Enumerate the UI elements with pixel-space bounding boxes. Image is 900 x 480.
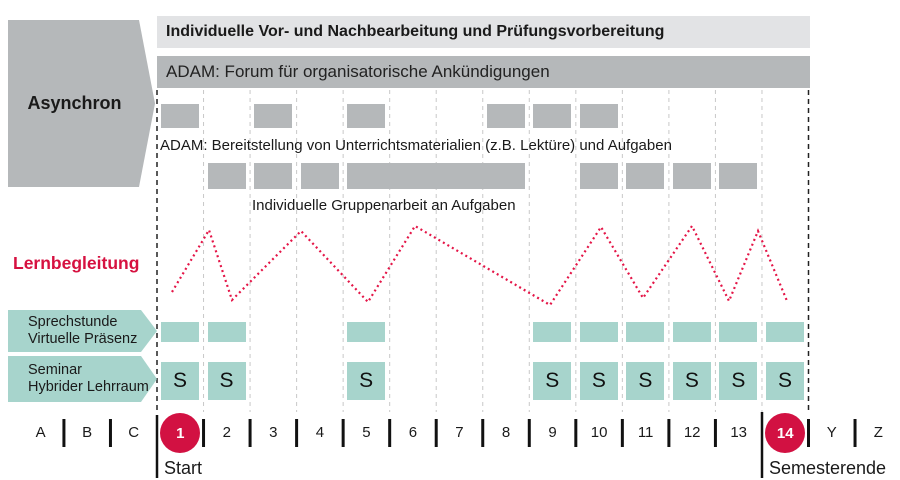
seminar-block-week-13: S <box>719 362 758 400</box>
axis-label-week-9: 9 <box>548 424 557 441</box>
lernbegleitung-label: Lernbegleitung <box>13 253 140 273</box>
sprechstunde-block-week-1 <box>161 322 200 342</box>
materials-block-week-11 <box>626 163 665 189</box>
axis-label-week-11: 11 <box>637 424 654 441</box>
sprechstunde-block-week-12 <box>672 322 711 342</box>
seminar-block-letter: S <box>219 369 234 392</box>
axis-label-post-Z: Z <box>873 424 883 441</box>
seminar-block-week-12: S <box>672 362 711 400</box>
seminar-block-letter: S <box>591 369 606 392</box>
forum-block-week-9 <box>533 104 572 128</box>
forum-block-week-1 <box>161 104 200 128</box>
axis-label-week-6: 6 <box>408 424 418 441</box>
axis-label-post-Y: Y <box>826 424 837 441</box>
sprechstunde-label-line1: Sprechstunde <box>28 314 118 330</box>
start-label: Start <box>164 458 203 478</box>
seminar-label-line2: Hybrider Lehrraum <box>28 379 149 395</box>
seminar-block-letter: S <box>173 369 188 392</box>
axis-label-week-2: 2 <box>222 424 231 441</box>
seminar-block-letter: S <box>731 369 746 392</box>
seminar-label-arrow: Seminar Hybrider Lehrraum <box>8 356 157 402</box>
materials-block-week-12 <box>672 163 711 189</box>
asynchron-arrow-shape: Asynchron <box>8 20 155 187</box>
sprechstunde-block-week-2 <box>207 322 246 342</box>
materials-block-week-5-to-8 <box>347 163 525 189</box>
axis-label-week-5: 5 <box>362 424 371 441</box>
seminar-block-week-14: S <box>765 362 804 400</box>
axis-label-week-10: 10 <box>590 424 608 441</box>
seminar-block-week-2: S <box>207 362 246 400</box>
banner-adam-forum-text: ADAM: Forum für organisatorische Ankündi… <box>166 62 550 81</box>
groupwork-annotation: Individuelle Gruppenarbeit an Aufgaben <box>252 197 516 214</box>
asynchron-label: Asynchron <box>27 93 122 113</box>
forum-block-week-10 <box>579 104 618 128</box>
lernbegleitung-zigzag-line <box>171 223 789 307</box>
axis-label-week-4: 4 <box>315 424 325 441</box>
axis-label-pre-C: C <box>128 424 140 441</box>
banner-individual-prep-text: Individuelle Vor- und Nachbearbeitung un… <box>166 23 665 40</box>
banner-adam-forum: ADAM: Forum für organisatorische Ankündi… <box>157 56 810 88</box>
seminar-block-letter: S <box>359 369 374 392</box>
seminar-block-week-11: S <box>626 362 665 400</box>
materials-block-week-13 <box>719 163 758 189</box>
seminar-block-week-1: S <box>161 362 200 400</box>
materials-annotation: ADAM: Bereitstellung von Unterrichtsmate… <box>160 137 672 154</box>
axis-week-14-highlight-circle: 14 <box>765 413 806 453</box>
seminar-block-week-5: S <box>347 362 386 400</box>
axis-label-week-13: 13 <box>730 424 748 441</box>
seminar-block-letter: S <box>777 369 792 392</box>
materials-block-week-4 <box>300 163 339 189</box>
seminar-block-week-10: S <box>579 362 618 400</box>
forum-block-week-3 <box>254 104 293 128</box>
axis-label-week-7: 7 <box>455 424 464 441</box>
sprechstunde-label-line2: Virtuelle Präsenz <box>28 331 138 347</box>
seminar-block-letter: S <box>638 369 653 392</box>
forum-block-week-5 <box>347 104 386 128</box>
sprechstunde-block-week-9 <box>533 322 572 342</box>
axis-label-week-3: 3 <box>269 424 278 441</box>
axis-label-pre-B: B <box>82 424 93 441</box>
sprechstunde-label-arrow: Sprechstunde Virtuelle Präsenz <box>8 310 157 352</box>
seminar-label-line1: Seminar <box>28 362 82 378</box>
materials-block-week-2 <box>207 163 246 189</box>
seminar-block-letter: S <box>684 369 699 392</box>
axis-label-week-12: 12 <box>683 424 701 441</box>
materials-block-week-3 <box>254 163 293 189</box>
sprechstunde-block-week-13 <box>719 322 758 342</box>
forum-block-week-8 <box>486 104 525 128</box>
axis-week-1-highlight-circle: 1 <box>160 413 201 453</box>
materials-block-week-10 <box>579 163 618 189</box>
axis-label-week-8: 8 <box>501 424 511 441</box>
sprechstunde-block-week-5 <box>347 322 386 342</box>
banner-individual-prep: Individuelle Vor- und Nachbearbeitung un… <box>157 16 810 48</box>
axis-label-pre-A: A <box>35 424 46 441</box>
sprechstunde-block-week-10 <box>579 322 618 342</box>
seminar-block-letter: S <box>545 369 560 392</box>
sprechstunde-block-week-11 <box>626 322 665 342</box>
sprechstunde-block-week-14 <box>765 322 804 342</box>
semester-end-label: Semesterende <box>769 458 887 478</box>
seminar-block-week-9: S <box>533 362 572 400</box>
